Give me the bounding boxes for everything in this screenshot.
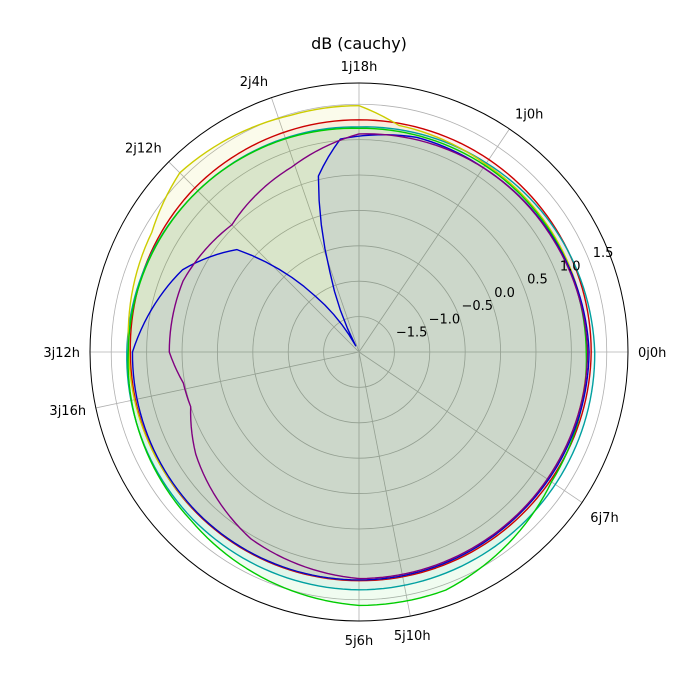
- r-tick-labels: −1.5−1.0−0.50.0 0.5 1.0 1.5: [396, 246, 614, 341]
- theta-tick-label: 1j18h: [341, 60, 378, 75]
- theta-tick-label: 5j6h: [345, 634, 373, 649]
- series-fill-4: [132, 134, 590, 580]
- theta-tick-label: 0j0h: [638, 346, 666, 361]
- theta-gridline-6: [95, 351, 360, 409]
- theta-tick-labels: 0j0h 1j0h 1j18h 2j4h 2j12h 3j12h 3j16h 5j6h 5j10…: [43, 60, 666, 649]
- polar-grid: [90, 83, 628, 621]
- series-fill-3: [128, 128, 587, 606]
- theta-tick-label: 3j12h: [43, 346, 80, 361]
- r-tick-label: 1.0: [560, 259, 581, 274]
- theta-tick-label: 5j10h: [394, 629, 431, 644]
- series-line-5: [168, 133, 589, 580]
- series-line-3: [127, 127, 588, 607]
- series-fill-2: [128, 105, 587, 580]
- theta-tick-label: 3j16h: [49, 404, 86, 419]
- r-tick-label: −1.5: [396, 326, 428, 341]
- theta-gridline-9: [358, 351, 583, 503]
- theta-tick-label: 6j7h: [590, 511, 618, 526]
- chart-title: dB (cauchy): [311, 34, 407, 53]
- theta-gridline-3: [271, 97, 360, 353]
- r-tick-label: 0.0: [494, 286, 515, 301]
- r-tick-label: −0.5: [461, 299, 493, 314]
- series-lines: [126, 104, 596, 607]
- series-fills: [126, 105, 595, 606]
- theta-tick-label: 1j0h: [515, 108, 543, 123]
- theta-gridline-8: [358, 351, 411, 617]
- series-line-0: [129, 119, 592, 582]
- series-fill-0: [130, 119, 592, 581]
- polar-frame: [89, 82, 629, 622]
- r-tick-label: −1.0: [429, 312, 461, 327]
- series-fill-1: [126, 126, 595, 590]
- r-tick-label: 1.5: [593, 246, 614, 261]
- r-tick-label: 0.5: [527, 273, 548, 288]
- theta-tick-label: 2j12h: [125, 142, 162, 157]
- theta-tick-label: 2j4h: [240, 75, 268, 90]
- theta-gridline-4: [168, 161, 360, 353]
- theta-gridline-1: [358, 128, 510, 353]
